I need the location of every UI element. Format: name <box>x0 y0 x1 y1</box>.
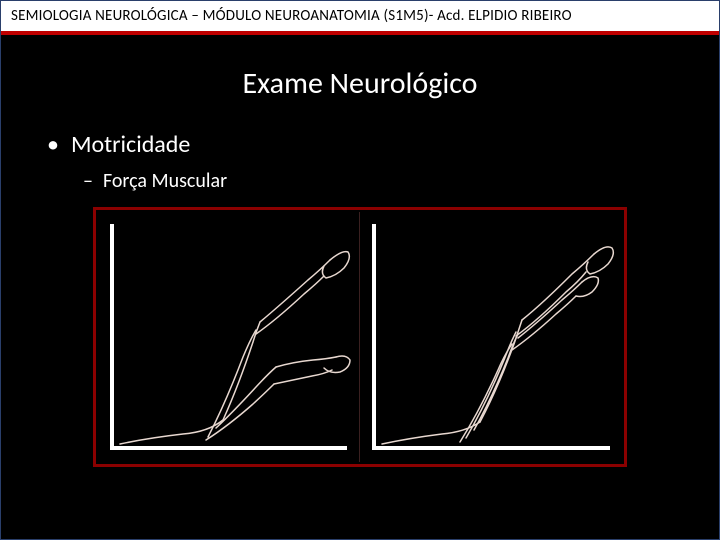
figure-container <box>41 207 679 467</box>
bullet-marker-icon: • <box>47 130 59 159</box>
figure-panel-right <box>360 212 622 462</box>
header-text: SEMIOLOGIA NEUROLÓGICA – MÓDULO NEUROANA… <box>11 7 572 25</box>
bullet-level1: • Motricidade <box>41 130 679 159</box>
leg-outline-left-icon <box>98 212 360 462</box>
bullet-level2: –Força Muscular <box>41 169 679 193</box>
figure-frame <box>93 207 627 467</box>
leg-outline-right-icon <box>360 212 622 462</box>
figure-panel-left <box>98 212 360 462</box>
bullet-l2-text: Força Muscular <box>103 169 227 193</box>
header-bar: SEMIOLOGIA NEUROLÓGICA – MÓDULO NEUROANA… <box>1 1 719 31</box>
dash-marker-icon: – <box>83 169 93 193</box>
slide-title: Exame Neurológico <box>41 65 679 102</box>
slide-content: Exame Neurológico • Motricidade –Força Mu… <box>1 35 719 467</box>
bullet-l1-text: Motricidade <box>71 130 190 159</box>
